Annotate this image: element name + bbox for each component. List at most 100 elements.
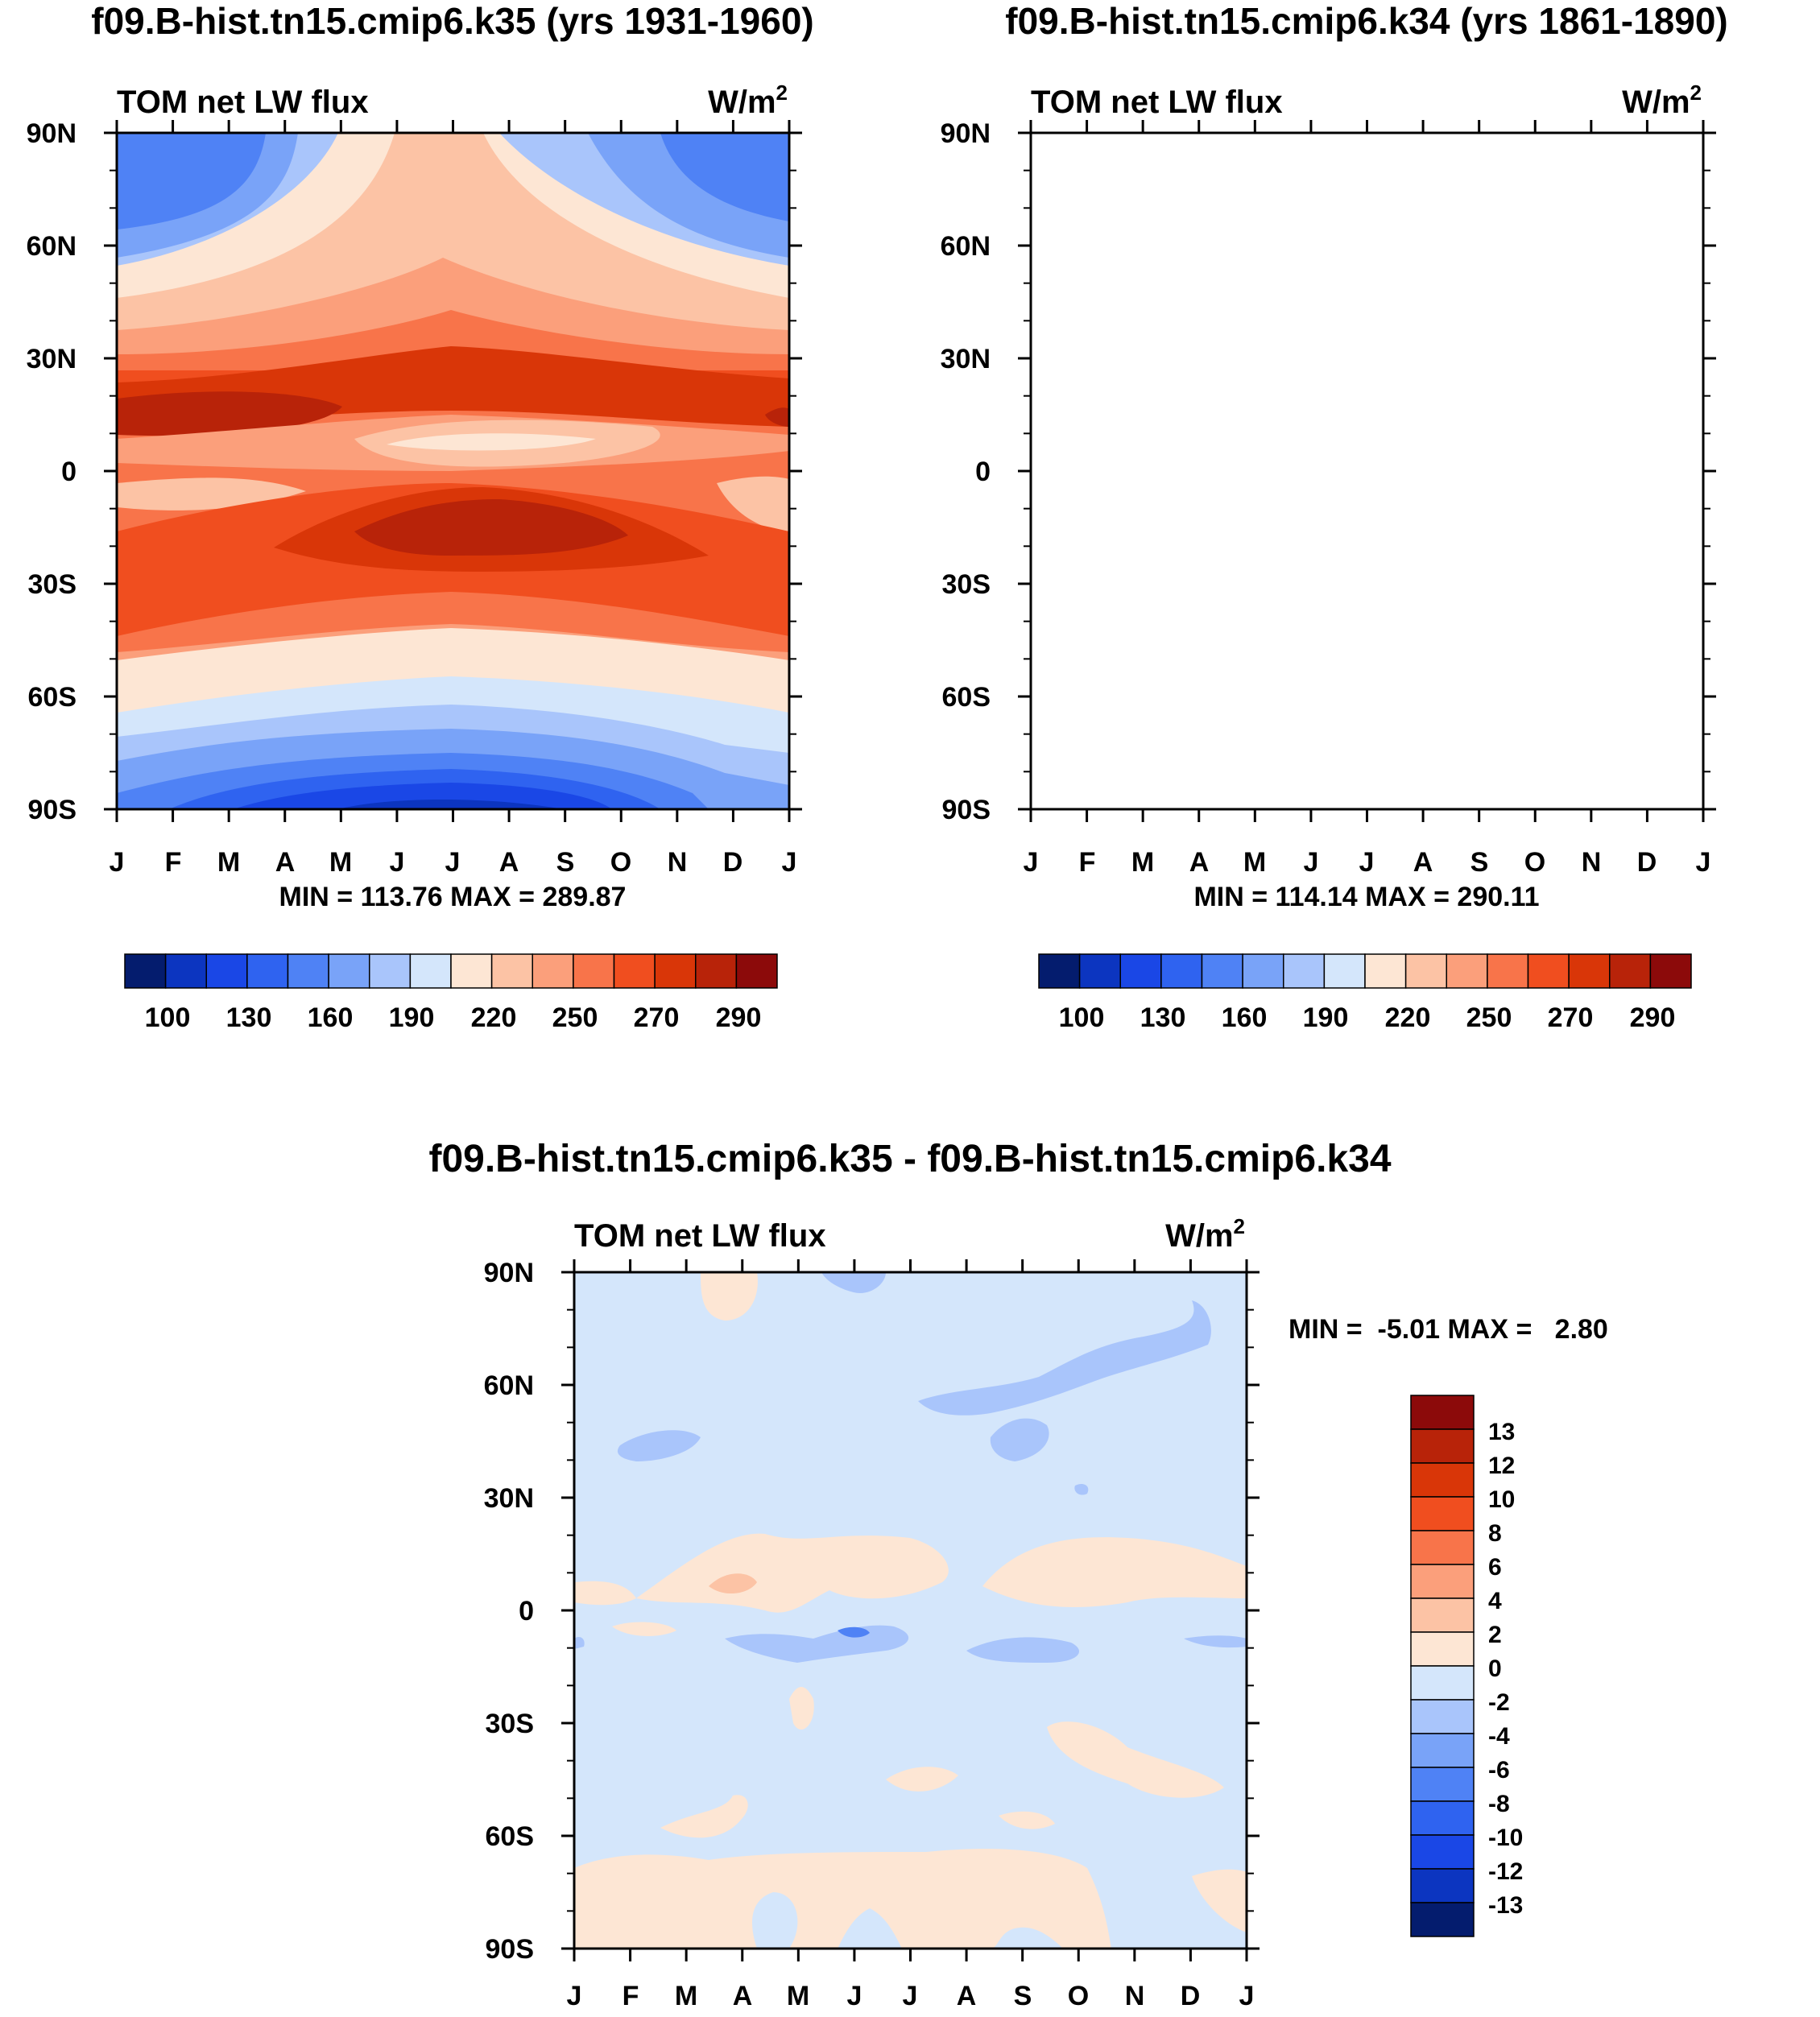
colorbar-swatch — [1242, 953, 1284, 989]
y-ticklabel: 90N — [484, 1258, 534, 1288]
y-ticklabel: 90N — [941, 118, 991, 149]
contour-band — [1184, 1635, 1247, 1648]
y-ticklabel: 90S — [486, 1934, 535, 1965]
x-ticklabel: M — [217, 847, 240, 878]
colorbar-label: 290 — [1630, 1002, 1676, 1033]
contour-band — [1031, 370, 1703, 419]
contour-band — [612, 1622, 676, 1636]
y-ticklabel: 90N — [27, 118, 77, 149]
x-ticklabel: N — [668, 847, 688, 878]
contour-band — [1031, 221, 1703, 721]
units-superscript: 2 — [1234, 1214, 1245, 1238]
contour-band — [636, 1533, 949, 1613]
x-ticklabel: J — [567, 1981, 582, 2011]
colorbar-label: -13 — [1488, 1892, 1523, 1919]
subtitle-left: TOM net LW flux — [1031, 85, 1283, 120]
subtitle-left: TOM net LW flux — [574, 1218, 826, 1254]
colorbar — [1038, 953, 1692, 989]
x-axis-ticklabels: J F M A M J J A S O N D J — [567, 1981, 1255, 2011]
contour-band — [1031, 346, 1703, 427]
colorbar-swatch — [1410, 1834, 1475, 1870]
colorbar-label: 190 — [1303, 1002, 1349, 1033]
colorbar-label: 13 — [1488, 1419, 1515, 1445]
colorbar-label: 290 — [716, 1002, 762, 1033]
y-ticklabel: 0 — [519, 1596, 534, 1626]
axis-ticks — [104, 120, 1716, 1961]
contour-band — [1031, 133, 1703, 362]
panel-difference: f09.B-hist.tn15.cmip6.k35 - f09.B-hist.t… — [428, 1138, 1607, 2011]
x-ticklabel: F — [165, 847, 182, 878]
x-ticklabel: J — [1696, 847, 1711, 878]
x-ticklabel: J — [1239, 1981, 1255, 2011]
units-superscript: 2 — [1690, 81, 1702, 105]
contour-band — [1031, 415, 1703, 471]
colorbar-swatch — [1410, 1530, 1475, 1565]
colorbar-label: 6 — [1488, 1554, 1502, 1581]
x-ticklabel: J — [1304, 847, 1319, 878]
colorbar-swatch — [1364, 953, 1407, 989]
colorbar-swatch — [573, 953, 615, 989]
colorbar-label: 8 — [1488, 1520, 1502, 1547]
colorbar-label: 220 — [1385, 1002, 1431, 1033]
colorbar-swatch — [1410, 1631, 1475, 1667]
colorbar-swatch — [532, 953, 574, 989]
contour-band — [1301, 433, 1510, 450]
colorbar-swatch — [1410, 1868, 1475, 1903]
colorbar-label: -6 — [1488, 1757, 1510, 1783]
x-ticklabel: J — [110, 847, 125, 878]
colorbar-label: 190 — [389, 1002, 435, 1033]
contour-band — [1031, 477, 1220, 510]
x-ticklabel: A — [957, 1981, 977, 2011]
colorbar-swatch — [450, 953, 493, 989]
panel-title: f09.B-hist.tn15.cmip6.k35 - f09.B-hist.t… — [428, 1138, 1391, 1180]
contour-band — [617, 1430, 701, 1461]
colorbar-swatch — [1038, 953, 1081, 989]
colorbar — [1410, 1395, 1475, 1937]
units-label: W/m — [1622, 85, 1690, 120]
contour-band — [1031, 729, 1703, 809]
y-ticklabel: 60N — [484, 1370, 534, 1401]
x-ticklabel: D — [723, 847, 743, 878]
x-ticklabel: O — [1068, 1981, 1089, 2011]
colorbar-swatch — [1283, 953, 1326, 989]
x-ticklabel: A — [275, 847, 296, 878]
y-ticklabel: 30N — [27, 344, 77, 374]
contour-band — [1252, 800, 1478, 809]
colorbar-swatch — [1410, 1395, 1475, 1430]
colorbar-swatch — [1410, 1462, 1475, 1498]
x-ticklabel: N — [1582, 847, 1602, 878]
contour-band — [701, 1272, 758, 1321]
min-max-stats: MIN = 113.76 MAX = 289.87 — [279, 882, 627, 912]
colorbar-labels: 13 12 10 8 6 4 2 0 -2 -4 -6 -8 -10 -12 -… — [1488, 1419, 1523, 1919]
contour-band — [1031, 676, 1703, 785]
contour-band — [1083, 769, 1574, 809]
colorbar-labels: 100 130 160 190 220 250 270 290 — [145, 1002, 762, 1033]
x-ticklabel: O — [610, 847, 631, 878]
colorbar-label: 130 — [226, 1002, 272, 1033]
colorbar-swatch — [1609, 953, 1652, 989]
colorbar-label: 12 — [1488, 1453, 1515, 1479]
colorbar-label: 270 — [634, 1002, 680, 1033]
contour-band — [1631, 477, 1703, 531]
panel-title: f09.B-hist.tn15.cmip6.k35 (yrs 1931-1960… — [91, 0, 813, 42]
contour-band — [1031, 391, 1256, 436]
contour-band — [838, 1626, 870, 1638]
contour-band — [574, 1637, 585, 1649]
contour-band — [1148, 783, 1526, 809]
colorbar-label: 4 — [1488, 1588, 1502, 1614]
x-ticklabel: A — [1413, 847, 1433, 878]
x-ticklabel: J — [445, 847, 461, 878]
y-ticklabel: 0 — [61, 457, 77, 487]
contour-band — [1192, 1869, 1247, 1932]
subtitle-left: TOM net LW flux — [117, 85, 369, 120]
y-ticklabel: 30S — [28, 569, 77, 600]
panel-k35: f09.B-hist.tn15.cmip6.k35 (yrs 1931-1960… — [27, 0, 814, 1033]
colorbar-swatch — [1201, 953, 1243, 989]
x-ticklabel: A — [1189, 847, 1210, 878]
contour-band — [117, 391, 342, 436]
y-ticklabel: 60S — [486, 1821, 535, 1852]
contour-band — [821, 1272, 886, 1293]
x-ticklabel: S — [556, 847, 575, 878]
contour-band — [1031, 133, 1180, 229]
colorbar-swatch — [164, 953, 207, 989]
